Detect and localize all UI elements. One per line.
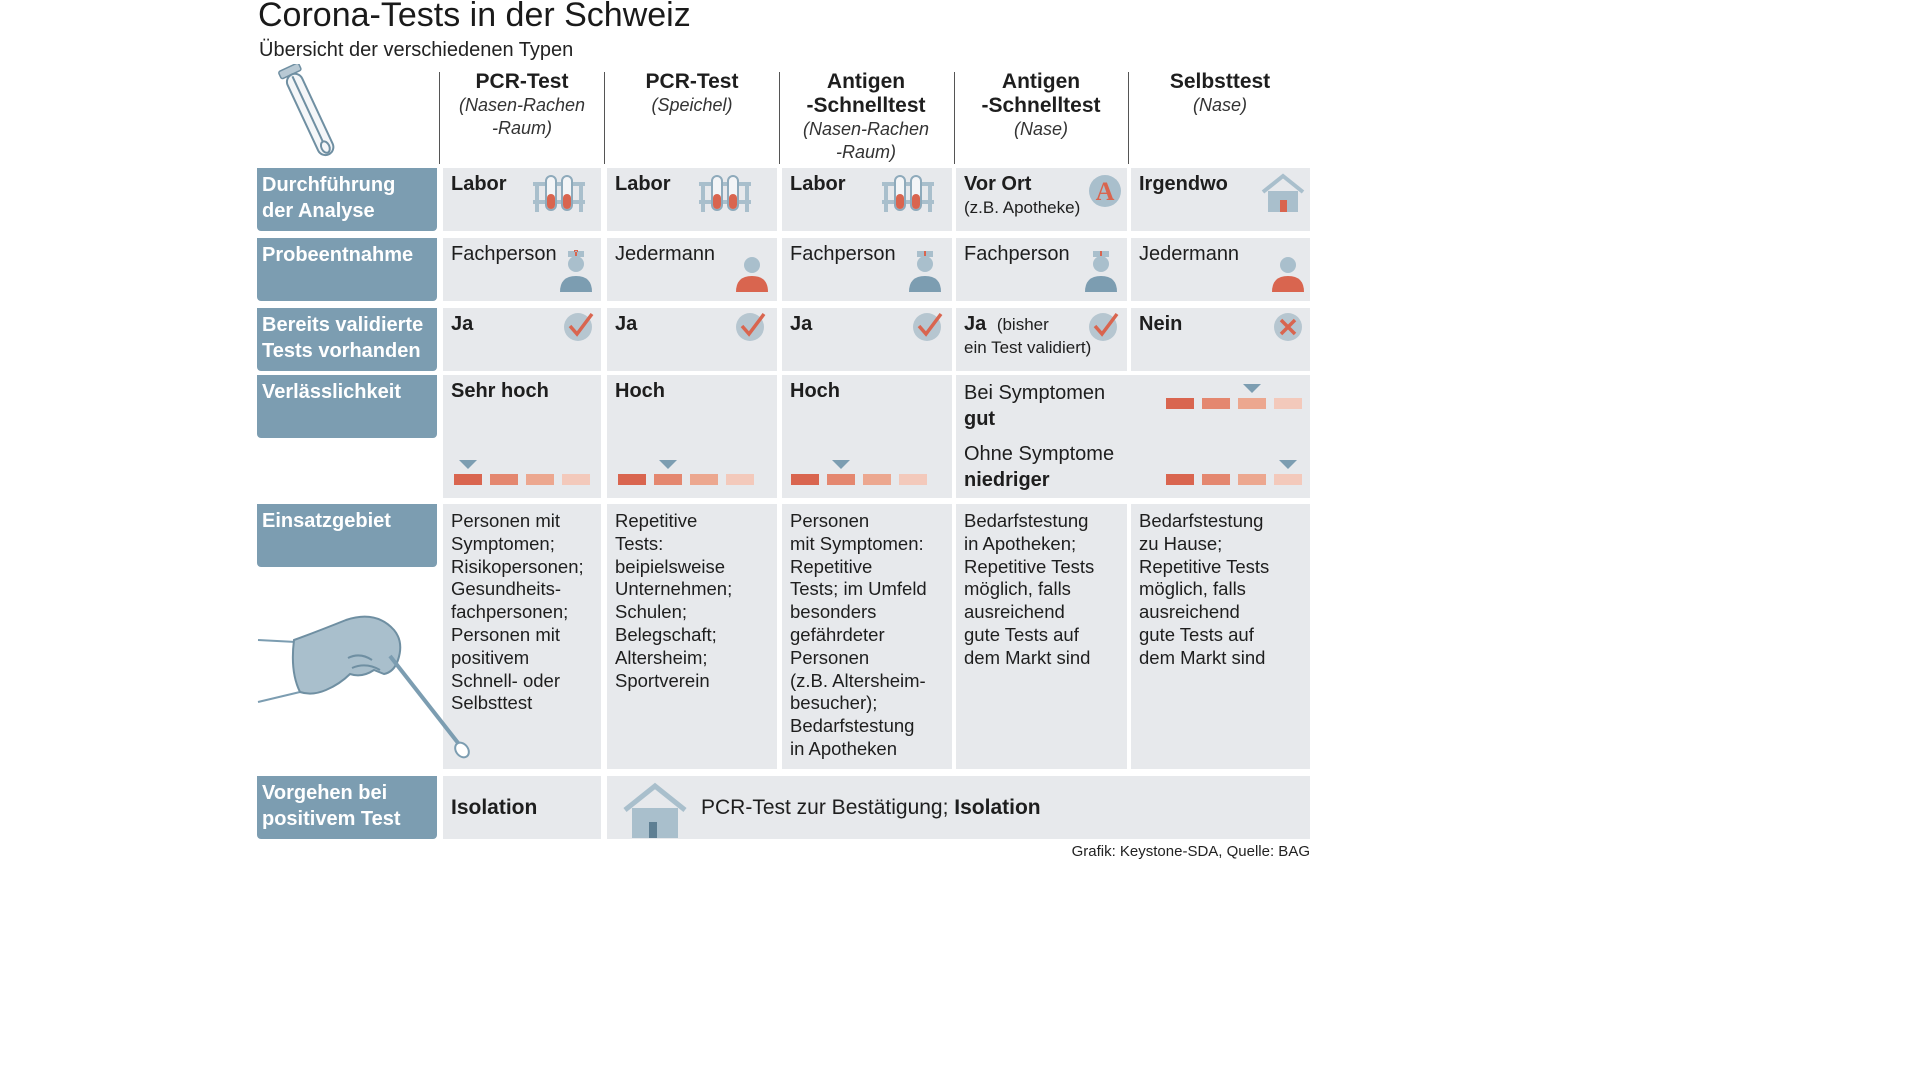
reliability-scale-segment xyxy=(690,474,718,485)
column-subtitle: (Nasen-Rachen -Raum) xyxy=(458,95,586,138)
reliability-scale-no-symptoms-segment xyxy=(1166,474,1194,485)
cell-probeentnahme-1: Fachperson xyxy=(443,238,601,301)
chart-subtitle: Übersicht der verschiedenen Typen xyxy=(259,39,574,61)
cell-einsatzgebiet-2: Repetitive Tests: beipielsweise Unterneh… xyxy=(607,504,777,769)
column-divider xyxy=(439,72,440,164)
nurse-icon xyxy=(1085,251,1117,292)
reliability-scale-segment xyxy=(526,474,554,485)
column-header-3: Antigen -Schnelltest (Nasen-Rachen -Raum) xyxy=(780,70,952,164)
reliability-scale-segment xyxy=(791,474,819,485)
cell-validiert-2: Ja xyxy=(607,308,777,371)
check-icon xyxy=(1089,312,1119,341)
chart-title: Corona-Tests in der Schweiz xyxy=(258,0,691,34)
column-subtitle: (Nase) xyxy=(1192,95,1247,115)
column-subtitle: (Speichel) xyxy=(651,95,733,115)
house-icon xyxy=(623,782,687,838)
check-icon xyxy=(736,312,766,341)
cell-validiert-1: Ja xyxy=(443,308,601,371)
cell-vorgehen-1: Isolation xyxy=(443,776,601,839)
pharmacy-icon: A xyxy=(1089,175,1121,207)
reliability-scale-no-symptoms-segment xyxy=(1274,474,1302,485)
reliability-scale-segment xyxy=(454,474,482,485)
column-header-1: PCR-Test (Nasen-Rachen -Raum) xyxy=(440,70,604,140)
nurse-icon xyxy=(560,250,592,292)
cell-einsatzgebiet-5: Bedarfstestung zu Hause; Repetitive Test… xyxy=(1131,504,1310,769)
reliability-scale-segment xyxy=(618,474,646,485)
vorgehen-text: PCR-Test zur Bestätigung; xyxy=(701,796,955,819)
cell-probeentnahme-4: Fachperson xyxy=(956,238,1127,301)
column-divider xyxy=(1128,72,1129,164)
cross-icon xyxy=(1274,313,1302,341)
row-label-durchfuehrung: Durchführung der Analyse xyxy=(257,168,437,231)
cell-durchfuehrung-2: Labor xyxy=(607,168,777,231)
column-divider xyxy=(954,72,955,164)
reliability-scale-symptoms-segment xyxy=(1274,398,1302,409)
cell-einsatzgebiet-1: Personen mit Symptomen; Risikopersonen; … xyxy=(443,504,601,769)
row-label-probeentnahme: Probeentnahme xyxy=(257,238,437,301)
test-tubes-icon xyxy=(699,175,751,212)
reliability-scale-symptoms-segment xyxy=(1202,398,1230,409)
svg-text:A: A xyxy=(1096,177,1115,206)
cell-validiert-4: Ja (bisher ein Test validiert) xyxy=(956,308,1127,371)
reliability-scale-segment xyxy=(562,474,590,485)
gloved-hand-swab-illustration xyxy=(257,615,470,759)
column-divider xyxy=(604,72,605,164)
reliability-scale-symptoms-marker xyxy=(1243,384,1261,393)
reliability-scale-segment xyxy=(899,474,927,485)
test-tube-illustration xyxy=(278,64,335,157)
reliability-scale-marker xyxy=(459,460,477,469)
column-name: Antigen -Schnelltest xyxy=(981,70,1101,117)
cell-probeentnahme-5: Jedermann xyxy=(1131,238,1310,301)
reliability-scale-segment xyxy=(654,474,682,485)
cell-probeentnahme-2: Jedermann xyxy=(607,238,777,301)
column-header-4: Antigen -Schnelltest (Nase) xyxy=(955,70,1127,141)
column-subtitle: (Nasen-Rachen -Raum) xyxy=(802,119,930,162)
reliability-scale-segment xyxy=(726,474,754,485)
column-name: Antigen -Schnelltest xyxy=(806,70,926,117)
reliability-scale-segment xyxy=(863,474,891,485)
row-label-verlaesslichkeit: Verlässlichkeit xyxy=(257,375,437,438)
row-label-einsatzgebiet: Einsatzgebiet xyxy=(257,504,437,567)
column-name: PCR-Test xyxy=(475,70,569,93)
check-icon xyxy=(913,312,943,341)
reliability-scale-segment xyxy=(827,474,855,485)
person-icon xyxy=(736,257,768,292)
cell-einsatzgebiet-4: Bedarfstestung in Apotheken; Repetitive … xyxy=(956,504,1127,769)
cell-validiert-3: Ja xyxy=(782,308,952,371)
check-icon xyxy=(564,312,594,341)
reliability-scale-no-symptoms-segment xyxy=(1238,474,1266,485)
cell-durchfuehrung-5: Irgendwo xyxy=(1131,168,1310,231)
test-tubes-icon xyxy=(882,175,934,212)
column-name: Selbsttest xyxy=(1169,70,1271,93)
house-icon xyxy=(1261,173,1305,212)
cell-durchfuehrung-1: Labor xyxy=(443,168,601,231)
reliability-scale-segment xyxy=(490,474,518,485)
reliability-scale-no-symptoms-marker xyxy=(1279,460,1297,469)
cell-durchfuehrung-3: Labor xyxy=(782,168,952,231)
row-label-validiert: Bereits validierte Tests vorhanden xyxy=(257,308,437,371)
cell-einsatzgebiet-3: Personen mit Symptomen: Repetitive Tests… xyxy=(782,504,952,769)
source-credit: Grafik: Keystone-SDA, Quelle: BAG xyxy=(1071,843,1310,860)
cell-durchfuehrung-4: Vor Ort (z.B. Apotheke) A xyxy=(956,168,1127,231)
vorgehen-isolation-bold: Isolation xyxy=(954,796,1041,819)
column-header-5: Selbsttest (Nase) xyxy=(1130,70,1310,117)
column-header-2: PCR-Test (Speichel) xyxy=(606,70,778,117)
reliability-scale-no-symptoms-segment xyxy=(1202,474,1230,485)
column-name: PCR-Test xyxy=(645,70,739,93)
reliability-scale-marker xyxy=(832,460,850,469)
reliability-scale-layer xyxy=(454,384,1302,485)
cell-vorgehen-rest: PCR-Test zur Bestätigung; Isolation xyxy=(607,776,1310,839)
nurse-icon xyxy=(909,251,941,292)
person-icon xyxy=(1272,257,1304,292)
reliability-scale-marker xyxy=(659,460,677,469)
column-divider xyxy=(779,72,780,164)
column-subtitle: (Nase) xyxy=(1013,119,1068,139)
cell-validiert-5: Nein xyxy=(1131,308,1310,371)
row-label-vorgehen: Vorgehen bei positivem Test xyxy=(257,776,437,839)
cell-probeentnahme-3: Fachperson xyxy=(782,238,952,301)
test-tubes-icon xyxy=(533,175,585,212)
reliability-scale-symptoms-segment xyxy=(1166,398,1194,409)
reliability-scale-symptoms-segment xyxy=(1238,398,1266,409)
vorgehen-isolation: Isolation xyxy=(451,796,538,819)
